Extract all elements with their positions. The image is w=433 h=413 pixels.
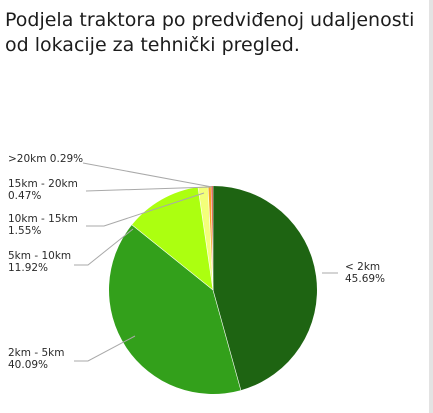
slice-label-4: 10km - 15km 1.55%: [8, 213, 78, 237]
slice-label-name-2: 2km - 5km: [8, 347, 64, 359]
slice-label-text-6: >20km 0.29%: [8, 153, 83, 165]
slice-label-1: < 2km 45.69%: [345, 261, 385, 285]
slice-label-2: 2km - 5km 40.09%: [8, 347, 64, 371]
slice-separator-5: [207, 186, 214, 291]
leader-line-5: [85, 186, 212, 192]
slice-label-percent-4: 1.55%: [8, 225, 41, 237]
slice-label-5: 15km - 20km 0.47%: [8, 178, 78, 202]
slice-separator-2: [212, 289, 242, 391]
pie-slices: [109, 186, 317, 394]
slice-separator-3: [131, 224, 214, 291]
pie-slice-2: [109, 224, 241, 394]
pie-leader-lines: [74, 162, 338, 362]
slice-separator-6: [210, 186, 214, 291]
leader-line-6: [82, 162, 213, 188]
slice-label-3: 5km - 10km 11.92%: [8, 250, 71, 274]
chart-title-line-1: Podjela traktora po predviđenoj udaljeno…: [5, 9, 415, 31]
slice-label-6: >20km 0.29%: [8, 153, 83, 165]
leader-line-4: [86, 192, 205, 227]
chart-title-line-2: od lokacije za tehnički pregled.: [5, 34, 300, 56]
slice-label-percent-5: 0.47%: [8, 190, 41, 202]
slice-label-name-5: 15km - 20km: [8, 178, 78, 190]
slice-separator-4: [197, 187, 214, 291]
pie-slice-3: [131, 187, 213, 290]
slice-label-percent-2: 40.09%: [8, 359, 48, 371]
slice-label-name-4: 10km - 15km: [8, 213, 78, 225]
pie-labels: < 2km 45.69% 2km - 5km 40.09% 5km - 10km 11.9…: [8, 153, 385, 371]
slice-label-name-1: < 2km: [345, 261, 380, 273]
slice-label-percent-1: 45.69%: [345, 273, 385, 285]
slice-label-percent-3: 11.92%: [8, 262, 48, 274]
right-edge-divider: [429, 0, 433, 413]
leader-line-3: [74, 228, 134, 266]
slice-label-name-3: 5km - 10km: [8, 250, 71, 262]
pie-slice-1: [213, 186, 317, 391]
leader-line-2: [74, 335, 136, 362]
chart-title: Podjela traktora po predviđenoj udaljeno…: [5, 8, 425, 58]
